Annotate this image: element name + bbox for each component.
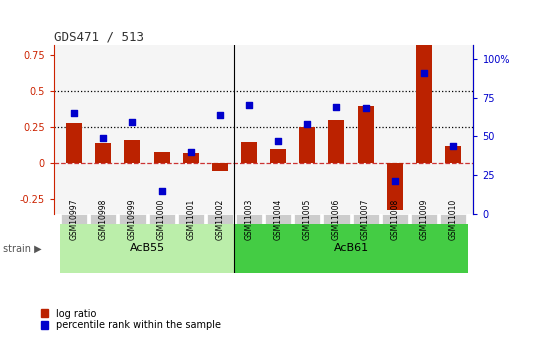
Bar	[381, 214, 408, 224]
Text: GSM11005: GSM11005	[303, 198, 312, 240]
Bar	[387, 163, 403, 209]
Bar	[270, 149, 286, 163]
Bar	[329, 120, 344, 163]
Text: GSM10999: GSM10999	[128, 198, 137, 240]
Legend: log ratio, percentile rank within the sample: log ratio, percentile rank within the sa…	[41, 308, 221, 331]
Bar	[241, 142, 257, 163]
Bar	[323, 214, 350, 224]
Point	[99, 135, 108, 141]
Bar	[61, 214, 87, 224]
Text: GSM11000: GSM11000	[157, 198, 166, 240]
Text: GSM11002: GSM11002	[215, 198, 224, 240]
Bar	[445, 146, 461, 163]
Point	[449, 143, 457, 148]
Text: AcB55: AcB55	[130, 244, 165, 253]
Bar	[352, 214, 379, 224]
Text: strain ▶: strain ▶	[3, 244, 41, 253]
Point	[362, 106, 370, 111]
Bar	[119, 214, 146, 224]
Text: GSM11004: GSM11004	[274, 198, 282, 240]
Point	[245, 102, 253, 108]
Bar	[212, 163, 228, 170]
Point	[391, 179, 399, 184]
Bar	[178, 214, 204, 224]
Bar	[60, 224, 235, 273]
Text: GSM11009: GSM11009	[420, 198, 428, 240]
Point	[274, 138, 282, 144]
Text: AcB61: AcB61	[334, 244, 369, 253]
Bar	[358, 106, 373, 163]
Text: GSM11007: GSM11007	[361, 198, 370, 240]
Text: GSM10997: GSM10997	[70, 198, 79, 240]
Point	[303, 121, 312, 127]
Text: GSM11003: GSM11003	[245, 198, 253, 240]
Point	[420, 70, 428, 76]
Bar	[154, 152, 169, 163]
Text: GSM10998: GSM10998	[99, 198, 108, 240]
Point	[128, 120, 137, 125]
Text: GDS471 / 513: GDS471 / 513	[54, 31, 144, 44]
Bar	[411, 214, 437, 224]
Bar	[416, 40, 432, 163]
Bar	[299, 127, 315, 163]
Text: GSM11008: GSM11008	[390, 198, 399, 240]
Bar	[207, 214, 233, 224]
Point	[70, 110, 79, 116]
Point	[187, 149, 195, 155]
Bar	[183, 153, 199, 163]
Text: GSM11010: GSM11010	[449, 198, 457, 240]
Bar	[265, 214, 291, 224]
Bar	[148, 214, 175, 224]
Text: GSM11006: GSM11006	[332, 198, 341, 240]
Bar	[236, 214, 262, 224]
Point	[216, 112, 224, 117]
Bar	[294, 214, 321, 224]
Bar	[124, 140, 140, 163]
Text: GSM11001: GSM11001	[186, 198, 195, 240]
Point	[157, 188, 166, 194]
Bar	[95, 143, 111, 163]
Bar	[440, 214, 466, 224]
Bar	[90, 214, 116, 224]
Bar	[66, 123, 82, 163]
Point	[332, 104, 341, 110]
Bar	[235, 224, 468, 273]
